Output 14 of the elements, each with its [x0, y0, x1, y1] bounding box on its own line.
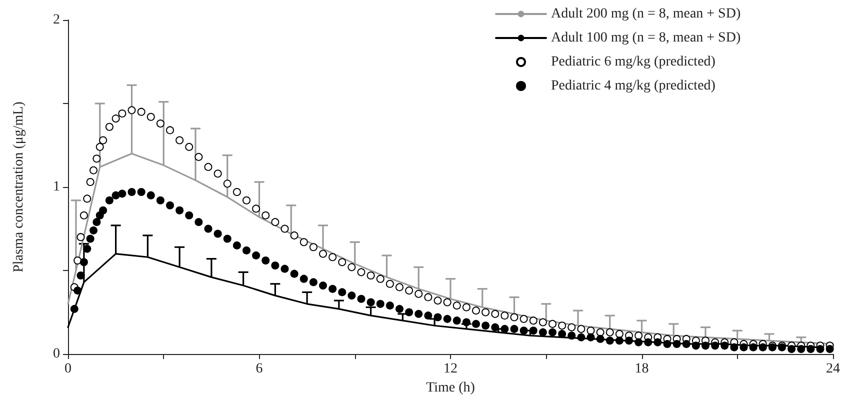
y-tick-label: 0 [53, 346, 60, 362]
y-axis-title: Plasma concentration (μg/mL) [12, 101, 26, 272]
x-tick-label: 12 [444, 362, 458, 376]
legend-label: Pediatric 6 mg/kg (predicted) [551, 54, 716, 70]
x-tick-label: 18 [634, 362, 649, 376]
x-tick-label: 6 [256, 362, 263, 376]
x-tick-label: 0 [64, 362, 72, 376]
legend-label: Adult 200 mg (n = 8, mean + SD) [551, 6, 741, 22]
x-axis-title: Time (h) [426, 380, 476, 396]
legend-label: Pediatric 4 mg/kg (predicted) [551, 78, 716, 94]
legend-label: Adult 100 mg (n = 8, mean + SD) [551, 30, 741, 46]
x-tick-label: 24 [826, 362, 840, 376]
y-tick-label: 2 [53, 12, 60, 28]
y-tick-label: 1 [53, 180, 60, 194]
